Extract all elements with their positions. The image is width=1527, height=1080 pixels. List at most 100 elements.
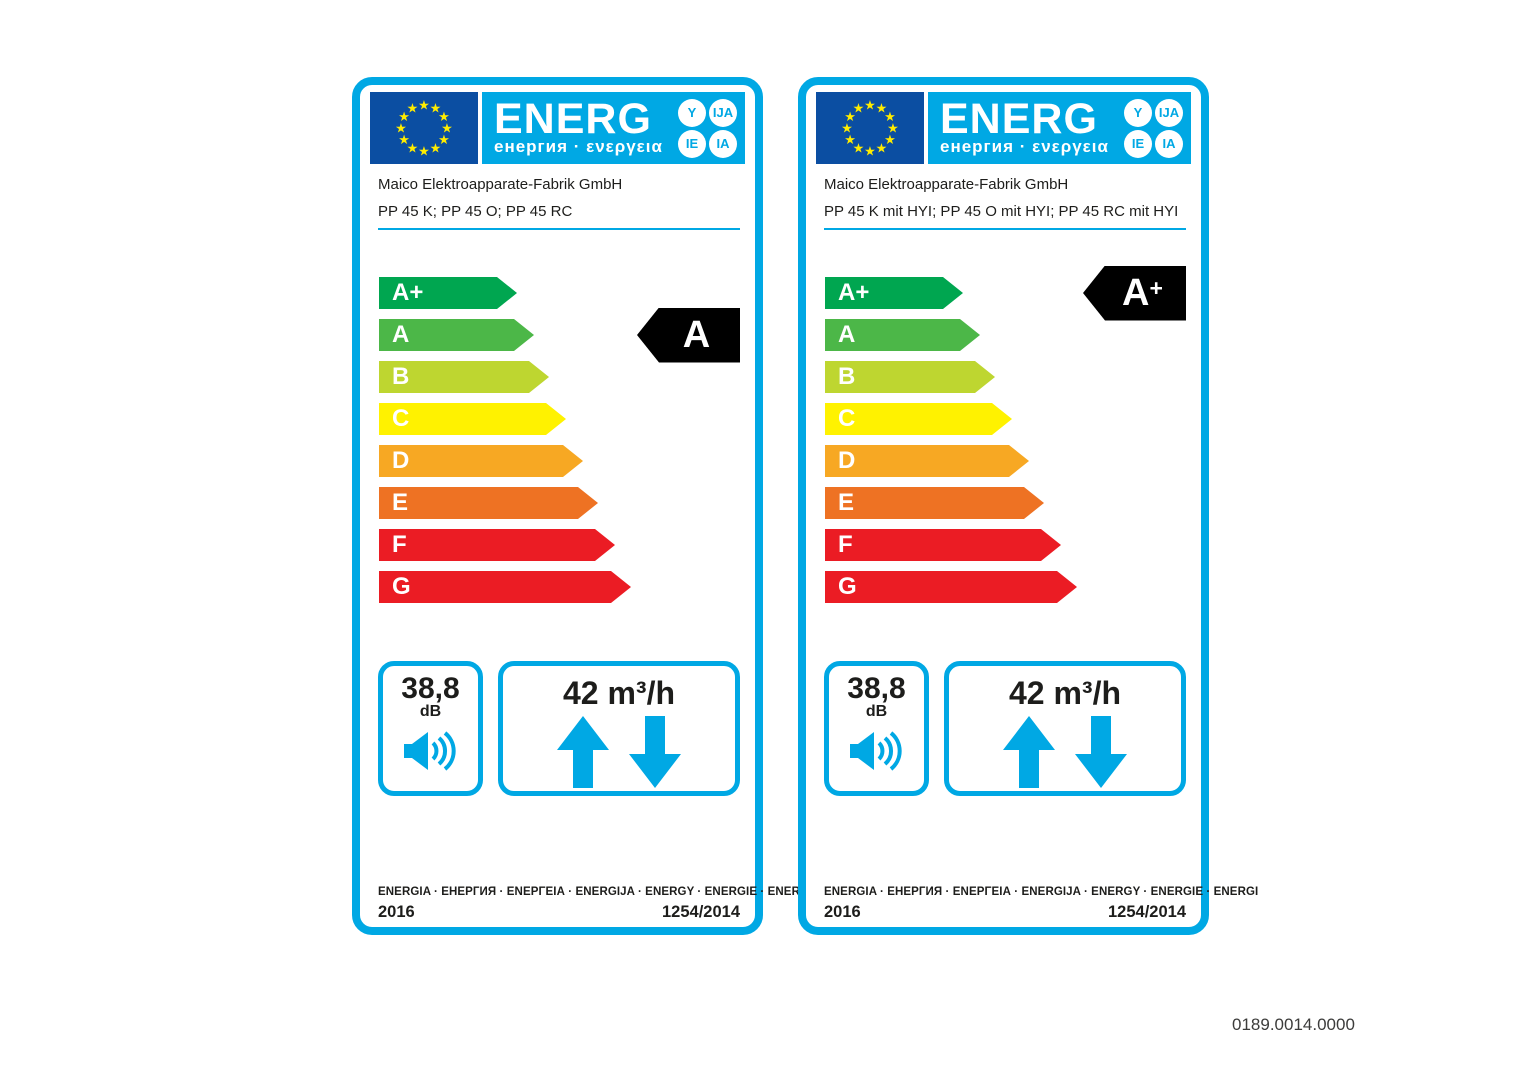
svg-text:★: ★ xyxy=(441,121,453,136)
rating-plus: + xyxy=(1149,274,1163,301)
manufacturer-name: Maico Elektroapparate-Fabrik GmbH xyxy=(824,176,1069,193)
divider-line xyxy=(824,228,1186,230)
badge-ia: IA xyxy=(1155,129,1183,158)
class-arrow-f: F xyxy=(379,529,615,561)
rating-letter: A xyxy=(682,313,711,356)
energy-languages-line: ENERGIA · ЕНЕРГИЯ · ΕΝΕΡΓΕΙΑ · ENERGIJA … xyxy=(378,886,813,898)
svg-text:★: ★ xyxy=(844,109,856,124)
svg-text:★: ★ xyxy=(853,101,865,116)
svg-text:★: ★ xyxy=(438,109,450,124)
class-letter: A+ xyxy=(838,279,870,306)
badge-ija: IJA xyxy=(1155,98,1183,127)
class-letter: E xyxy=(838,489,855,516)
energ-subtitle: енергия · ενεργεια xyxy=(940,137,1109,156)
svg-text:★: ★ xyxy=(841,121,853,136)
svg-text:★: ★ xyxy=(407,140,419,155)
class-letter: C xyxy=(392,405,410,432)
airflow-value: 42 m³/h xyxy=(562,675,676,711)
class-arrow-d: D xyxy=(379,445,583,477)
energ-band: ENERG енергия · ενεργεια Y IJA IE IA xyxy=(482,92,745,164)
svg-text:★: ★ xyxy=(876,101,888,116)
class-arrow-g: G xyxy=(379,571,631,603)
badge-ie: IE xyxy=(1124,129,1152,158)
badge-ia: IA xyxy=(709,129,737,158)
class-arrow-g: G xyxy=(825,571,1077,603)
label-footer: ENERGIA · ЕНЕРГИЯ · ΕΝΕΡΓΕΙΑ · ENERGIJA … xyxy=(824,886,1259,922)
manufacturer-name: Maico Elektroapparate-Fabrik GmbH xyxy=(378,176,623,193)
rating-arrow: A + xyxy=(1083,265,1186,321)
svg-text:★: ★ xyxy=(430,140,442,155)
label-year: 2016 xyxy=(378,903,415,921)
value-boxes: 38,8 dB 42 m³/h xyxy=(378,661,740,796)
speaker-icon xyxy=(849,731,902,771)
label-header: ★ ★ ★ ★ ★ ★ ★ ★ ★ ★ ★ ★ ENERG енергия · ενεργεια Y … xyxy=(370,92,745,164)
language-badges: Y IJA IE IA xyxy=(1124,98,1183,158)
eu-flag: ★ ★★★★★★★★★★★ xyxy=(816,92,924,164)
energ-subtitle: енергия · ενεργεια xyxy=(494,137,663,156)
class-letter: F xyxy=(838,531,853,558)
svg-text:★: ★ xyxy=(398,109,410,124)
svg-text:★: ★ xyxy=(853,140,865,155)
noise-unit: dB xyxy=(865,703,888,720)
noise-box: 38,8 dB xyxy=(378,661,483,796)
model-identifiers: PP 45 K; PP 45 O; PP 45 RC xyxy=(378,203,573,220)
badge-y: Y xyxy=(1124,98,1152,127)
class-arrow-c: C xyxy=(825,403,1012,435)
eu-flag: ★ ★★★★★★★★★★★ xyxy=(370,92,478,164)
svg-text:★: ★ xyxy=(418,144,430,159)
svg-text:★: ★ xyxy=(864,144,876,159)
rating-arrow: A xyxy=(637,307,740,363)
badge-ie: IE xyxy=(678,129,706,158)
noise-value: 38,8 xyxy=(401,672,460,705)
arrow-up-icon xyxy=(557,716,609,788)
model-identifiers: PP 45 K mit HYI; PP 45 O mit HYI; PP 45 … xyxy=(824,203,1179,220)
class-arrow-a: A xyxy=(379,319,534,351)
badge-y: Y xyxy=(678,98,706,127)
arrow-up-icon xyxy=(1003,716,1055,788)
class-letter: F xyxy=(392,531,407,558)
label-footer: ENERGIA · ЕНЕРГИЯ · ΕΝΕΡΓΕΙΑ · ENERGIJA … xyxy=(378,886,813,922)
energy-label-right: ★ ★ ★ ★ ★ ★ ★ ★ ★ ★ ★ ★ ENERG енергия · ενεργεια Y … xyxy=(798,77,1259,935)
svg-text:★: ★ xyxy=(398,132,410,147)
document-code: 0189.0014.0000 xyxy=(1232,1015,1355,1034)
class-arrow-b: B xyxy=(379,361,549,393)
efficiency-scale: A A+ A B C D E F G xyxy=(379,277,740,603)
class-letter: A+ xyxy=(392,279,424,306)
noise-value: 38,8 xyxy=(847,672,906,705)
efficiency-scale: A + A+ A B C D E F G xyxy=(825,265,1186,603)
rating-letter: A xyxy=(1122,271,1150,314)
speaker-icon xyxy=(403,731,456,771)
class-arrow-c: C xyxy=(379,403,566,435)
class-letter: D xyxy=(392,447,410,474)
svg-text:★: ★ xyxy=(884,132,896,147)
class-letter: C xyxy=(838,405,856,432)
class-letter: B xyxy=(838,363,856,390)
energy-languages-line: ENERGIA · ЕНЕРГИЯ · ΕΝΕΡΓΕΙΑ · ENERGIJA … xyxy=(824,886,1259,898)
energy-label-left: ★ ★ ★ ★ ★ ★ ★ ★ ★ ★ ★ ★ ENERG енергия · ενεργεια Y … xyxy=(352,77,813,935)
class-arrow-d: D xyxy=(825,445,1029,477)
arrow-down-icon xyxy=(1075,716,1127,788)
divider-line xyxy=(378,228,740,230)
svg-text:★: ★ xyxy=(884,109,896,124)
class-letter: G xyxy=(392,573,411,600)
regulation-number: 1254/2014 xyxy=(1108,903,1186,921)
noise-unit: dB xyxy=(419,703,442,720)
arrow-down-icon xyxy=(629,716,681,788)
class-letter: G xyxy=(838,573,857,600)
badge-ija: IJA xyxy=(709,98,737,127)
class-arrow-a+: A+ xyxy=(379,277,517,309)
airflow-value: 42 m³/h xyxy=(1008,675,1122,711)
svg-text:★: ★ xyxy=(430,101,442,116)
svg-text:★: ★ xyxy=(844,132,856,147)
class-letter: D xyxy=(838,447,856,474)
energ-wordmark: ENERG xyxy=(940,95,1098,143)
svg-text:★: ★ xyxy=(876,140,888,155)
label-header: ★ ★ ★ ★ ★ ★ ★ ★ ★ ★ ★ ★ ENERG енергия · ενεργεια Y … xyxy=(816,92,1191,164)
svg-text:★: ★ xyxy=(418,98,430,113)
class-letter: E xyxy=(392,489,409,516)
regulation-number: 1254/2014 xyxy=(662,903,740,921)
svg-text:★: ★ xyxy=(864,98,876,113)
svg-text:★: ★ xyxy=(438,132,450,147)
class-letter: B xyxy=(392,363,410,390)
